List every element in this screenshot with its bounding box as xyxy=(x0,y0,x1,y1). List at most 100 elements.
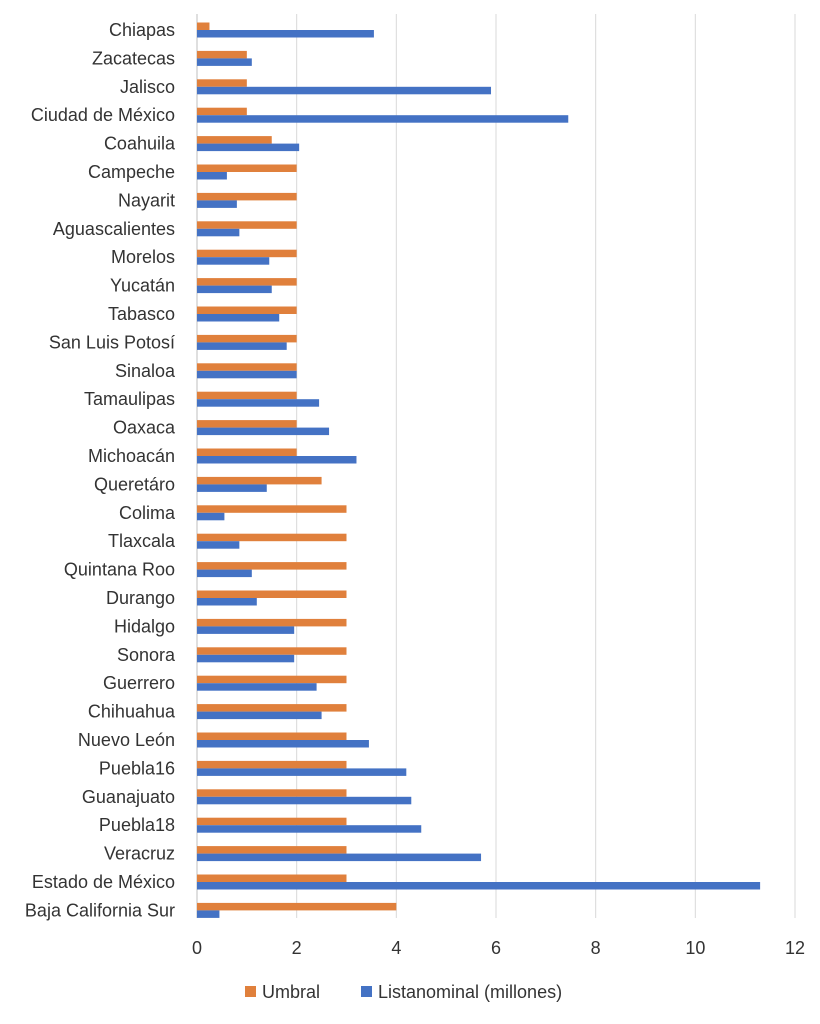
bar-umbral xyxy=(197,647,347,655)
bar-umbral xyxy=(197,221,297,229)
bar-listanominal xyxy=(197,228,240,237)
bar-listanominal xyxy=(197,115,569,123)
category-label: Chiapas xyxy=(109,20,175,40)
bar-listanominal xyxy=(197,910,220,918)
category-labels: Chiapas Zacatecas Jalisco Ciudad de México C… xyxy=(25,20,176,920)
bar-listanominal xyxy=(197,512,225,521)
bar-listanominal xyxy=(197,654,295,663)
x-tick-label: 8 xyxy=(591,938,601,958)
bar-umbral xyxy=(197,675,347,684)
category-label: Queretáro xyxy=(94,474,175,494)
bar-listanominal xyxy=(197,200,237,208)
category-label: Estado de México xyxy=(32,872,175,892)
bar-umbral xyxy=(197,789,347,797)
bar-listanominal xyxy=(197,825,422,833)
category-label: Michoacán xyxy=(88,446,175,466)
category-label: Nuevo León xyxy=(78,730,175,750)
bar-listanominal xyxy=(197,172,227,180)
category-label: Morelos xyxy=(111,247,175,267)
category-label: Aguascalientes xyxy=(53,219,175,239)
bar-umbral xyxy=(197,420,297,428)
bar-umbral xyxy=(197,278,297,286)
bars xyxy=(197,22,761,918)
category-label: Tlaxcala xyxy=(108,531,176,551)
x-tick-label: 12 xyxy=(785,938,805,958)
bar-umbral xyxy=(197,249,297,258)
legend-label-listanominal: Listanominal (millones) xyxy=(378,982,562,1002)
bar-umbral xyxy=(197,505,347,513)
category-label: Quintana Roo xyxy=(64,560,175,580)
bar-listanominal xyxy=(197,257,270,265)
bar-listanominal xyxy=(197,626,295,634)
bar-listanominal xyxy=(197,342,287,350)
bar-umbral xyxy=(197,50,247,59)
legend-label-umbral: Umbral xyxy=(262,982,320,1002)
bar-umbral xyxy=(197,448,297,456)
bar-umbral xyxy=(197,391,297,400)
bar-listanominal xyxy=(197,370,297,379)
bar-listanominal xyxy=(197,427,330,436)
bar-umbral xyxy=(197,618,347,627)
bar-umbral xyxy=(197,22,210,30)
x-tick-label: 2 xyxy=(292,938,302,958)
x-tick-label: 4 xyxy=(391,938,401,958)
bar-listanominal xyxy=(197,598,257,606)
bar-listanominal xyxy=(197,683,317,691)
category-label: Sonora xyxy=(117,645,176,665)
bar-listanominal xyxy=(197,399,320,407)
bar-umbral xyxy=(197,79,247,87)
bar-umbral xyxy=(197,334,297,343)
category-label: Baja California Sur xyxy=(25,900,175,920)
category-label: Zacatecas xyxy=(92,48,175,68)
bar-listanominal xyxy=(197,711,322,720)
bar-listanominal xyxy=(197,796,412,805)
category-label: Campeche xyxy=(88,162,175,182)
bar-listanominal xyxy=(197,740,369,748)
category-label: Guerrero xyxy=(103,673,175,693)
category-label: Tamaulipas xyxy=(84,389,175,409)
bar-listanominal xyxy=(197,484,267,492)
bar-listanominal xyxy=(197,285,272,294)
x-tick-label: 6 xyxy=(491,938,501,958)
bar-umbral xyxy=(197,136,272,144)
category-label: Yucatán xyxy=(110,276,175,296)
category-label: Sinaloa xyxy=(115,361,176,381)
category-label: Coahuila xyxy=(104,134,176,154)
bar-listanominal xyxy=(197,853,482,862)
category-label: Chihuahua xyxy=(88,702,176,722)
category-label: Oaxaca xyxy=(113,418,176,438)
bar-umbral xyxy=(197,732,347,740)
bar-umbral xyxy=(197,562,347,570)
bar-listanominal xyxy=(197,58,252,66)
bar-umbral xyxy=(197,760,347,769)
bar-umbral xyxy=(197,590,347,598)
legend: Umbral Listanominal (millones) xyxy=(245,982,562,1002)
bar-listanominal xyxy=(197,143,300,152)
x-tick-label: 0 xyxy=(192,938,202,958)
bar-umbral xyxy=(197,846,347,854)
x-tick-label: 10 xyxy=(685,938,705,958)
bar-listanominal xyxy=(197,456,357,464)
category-label: Guanajuato xyxy=(82,787,175,807)
x-axis-ticks: 0 2 4 6 8 10 12 xyxy=(192,938,805,958)
bar-umbral xyxy=(197,306,297,314)
category-label: Puebla16 xyxy=(99,758,175,778)
bar-umbral xyxy=(197,902,397,911)
bar-umbral xyxy=(197,817,347,826)
bar-umbral xyxy=(197,164,297,172)
bar-listanominal xyxy=(197,569,252,578)
bar-listanominal xyxy=(197,314,280,322)
bar-listanominal xyxy=(197,86,492,95)
category-label: Veracruz xyxy=(104,844,175,864)
bar-umbral xyxy=(197,874,347,882)
bar-umbral xyxy=(197,363,297,371)
category-label: San Luis Potosí xyxy=(49,332,175,352)
bar-umbral xyxy=(197,476,322,485)
legend-swatch-listanominal xyxy=(361,986,372,997)
legend-swatch-umbral xyxy=(245,986,256,997)
bar-umbral xyxy=(197,704,347,712)
category-label: Nayarit xyxy=(118,190,175,210)
bar-listanominal xyxy=(197,882,761,890)
